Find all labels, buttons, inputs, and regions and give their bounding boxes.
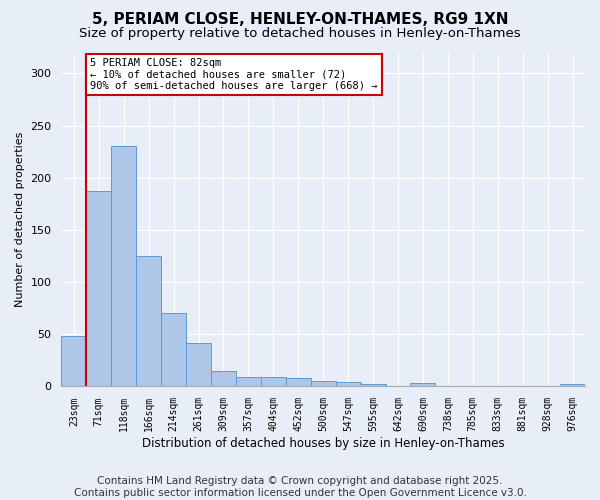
Bar <box>335 382 361 386</box>
Bar <box>186 342 211 386</box>
X-axis label: Distribution of detached houses by size in Henley-on-Thames: Distribution of detached houses by size … <box>142 437 505 450</box>
Text: 5, PERIAM CLOSE, HENLEY-ON-THAMES, RG9 1XN: 5, PERIAM CLOSE, HENLEY-ON-THAMES, RG9 1… <box>92 12 508 28</box>
Bar <box>136 256 161 386</box>
Bar <box>410 384 436 386</box>
Bar <box>61 336 86 386</box>
Bar <box>311 382 335 386</box>
Text: Size of property relative to detached houses in Henley-on-Thames: Size of property relative to detached ho… <box>79 28 521 40</box>
Bar <box>361 384 386 386</box>
Y-axis label: Number of detached properties: Number of detached properties <box>15 132 25 307</box>
Text: 5 PERIAM CLOSE: 82sqm
← 10% of detached houses are smaller (72)
90% of semi-deta: 5 PERIAM CLOSE: 82sqm ← 10% of detached … <box>90 58 377 91</box>
Bar <box>111 146 136 386</box>
Bar <box>211 371 236 386</box>
Bar <box>161 314 186 386</box>
Text: Contains HM Land Registry data © Crown copyright and database right 2025.
Contai: Contains HM Land Registry data © Crown c… <box>74 476 526 498</box>
Bar <box>286 378 311 386</box>
Bar <box>86 192 111 386</box>
Bar <box>560 384 585 386</box>
Bar <box>236 377 261 386</box>
Bar <box>261 377 286 386</box>
